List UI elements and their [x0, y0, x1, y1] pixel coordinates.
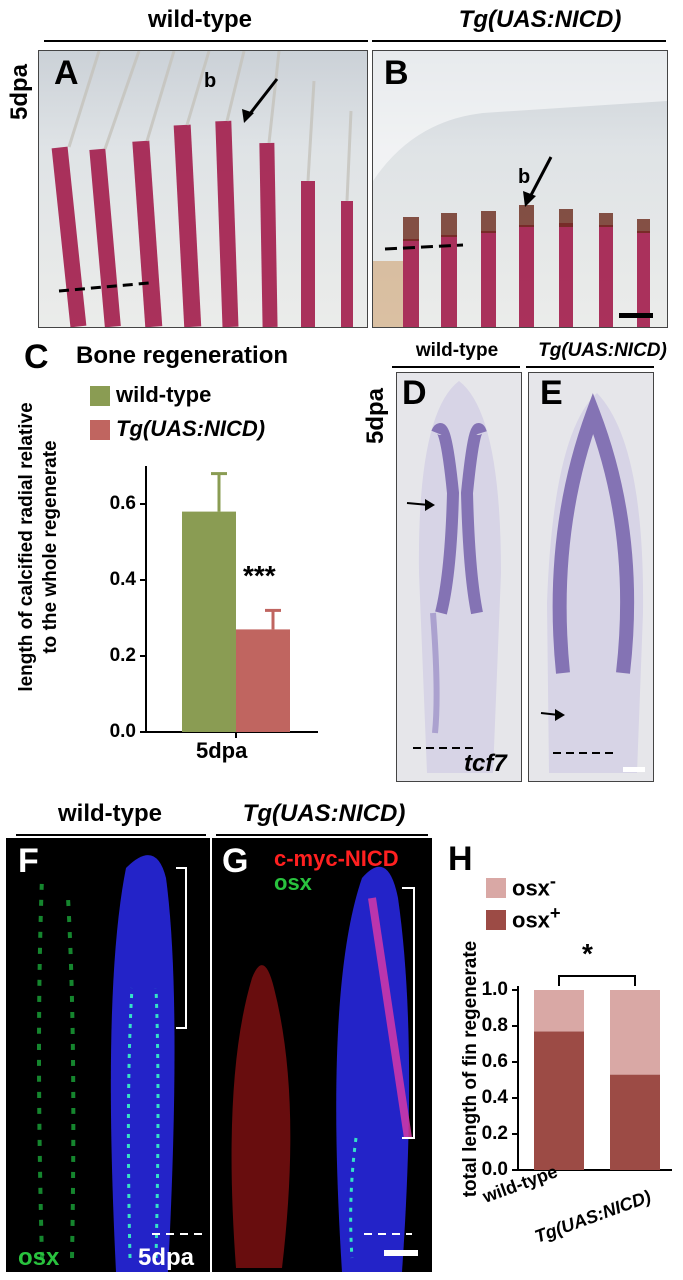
chart-c-ylabel-line1: length of calcified radial relative	[16, 402, 37, 692]
panel-a-fin-rays	[51, 51, 353, 327]
chart-c-ytick-label: 0.2	[109, 645, 136, 666]
header-wild-type-top: wild-type	[147, 6, 252, 33]
panel-label-b: B	[384, 54, 409, 92]
panel-label-d: D	[402, 374, 427, 412]
panel-label-a: A	[54, 54, 79, 92]
chart-h-xlabel-tg: Tg(UAS:NICD)	[532, 1186, 654, 1247]
panel-label-h: H	[448, 840, 473, 878]
chart-h-significance-bracket	[558, 975, 636, 986]
panel-b-fin-rays	[373, 51, 667, 327]
panel-d-tcf7-stain	[406, 381, 501, 773]
legend-sup-osx-neg: -	[549, 870, 557, 891]
chart-c-bar	[182, 511, 236, 732]
stage-label-de: 5dpa	[362, 387, 389, 444]
chart-c-title: Bone regeneration	[76, 342, 289, 369]
legend-sup-osx-pos: +	[549, 902, 561, 923]
panel-e-image	[528, 372, 654, 782]
legend-swatch-osx-pos	[486, 910, 506, 930]
chart-h-ytick-label: 1.0	[481, 979, 508, 1000]
panel-f-image	[6, 838, 210, 1272]
chart-h-bar-segment	[610, 990, 660, 1075]
bone-mark-b: b	[518, 166, 531, 188]
legend-text-osx-pos: osx	[512, 907, 550, 933]
chart-h-bar-segment	[534, 1031, 584, 1170]
stage-label-f: 5dpa	[138, 1244, 195, 1271]
panel-g-fluorescence	[231, 866, 418, 1272]
panel-label-c: C	[24, 338, 49, 376]
chart-c-ytick-label: 0.4	[109, 569, 136, 590]
bone-mark-a: b	[204, 70, 217, 92]
osx-label-f: osx	[18, 1244, 60, 1271]
legend-swatch-tg	[90, 420, 110, 440]
chart-c-ylabel: length of calcified radial relative to t…	[15, 397, 65, 697]
osx-label-g: osx	[274, 870, 312, 895]
header-wild-type-de: wild-type	[415, 340, 499, 361]
panel-label-g: G	[222, 842, 249, 880]
chart-h-ytick-label: 0.4	[481, 1087, 508, 1108]
chart-h-significance: *	[582, 938, 593, 969]
stage-label-top: 5dpa	[6, 63, 33, 120]
chart-c-bar	[236, 629, 290, 732]
header-rule-wt-top	[44, 40, 368, 42]
chart-h-bar-segment	[610, 1074, 660, 1170]
header-tg-bottom: Tg(UAS:NICD)	[242, 800, 406, 827]
chart-h-ytick-label: 0.8	[481, 1015, 508, 1036]
panel-f-fluorescence	[37, 855, 202, 1272]
header-wild-type-bottom: wild-type	[57, 800, 162, 827]
legend-swatch-wild-type	[90, 386, 110, 406]
chart-c-significance: ***	[243, 560, 276, 591]
chart-h-bar-segment	[534, 990, 584, 1032]
header-rule-tg-de	[526, 366, 654, 368]
chart-c-category-label: 5dpa	[196, 738, 248, 763]
header-rule-wt-bottom	[16, 834, 206, 836]
panel-e-tcf7-stain	[540, 393, 645, 773]
chart-h-ytick-label: 0.6	[481, 1051, 508, 1072]
header-tg-top: Tg(UAS:NICD)	[458, 6, 622, 33]
panel-label-e: E	[540, 374, 563, 412]
legend-label-osx-neg: osx-	[512, 870, 556, 901]
chart-c-ytick-label: 0.6	[109, 493, 136, 514]
panel-a-image	[38, 50, 368, 328]
legend-label-osx-pos: osx+	[512, 902, 561, 933]
panel-label-f: F	[18, 842, 39, 880]
panel-b-image	[372, 50, 668, 328]
nicd-label-g: c-myc-NICD	[274, 846, 399, 871]
chart-c-ylabel-line2: to the whole regenerate	[40, 440, 61, 654]
chart-h-ytick-label: 0.0	[481, 1159, 508, 1180]
panel-d-image	[396, 372, 522, 782]
panel-g-image	[212, 838, 432, 1272]
header-tg-de: Tg(UAS:NICD)	[538, 340, 667, 361]
legend-swatch-osx-neg	[486, 878, 506, 898]
chart-h-ytick-label: 0.2	[481, 1123, 508, 1144]
header-rule-wt-de	[392, 366, 520, 368]
chart-c-ytick-label: 0.0	[109, 721, 136, 742]
header-rule-tg-bottom	[216, 834, 428, 836]
legend-label-tg: Tg(UAS:NICD)	[116, 416, 266, 441]
gene-label-tcf7: tcf7	[464, 750, 507, 777]
header-rule-tg-top	[372, 40, 666, 42]
legend-label-wild-type: wild-type	[116, 382, 212, 407]
legend-text-osx-neg: osx	[512, 875, 550, 901]
